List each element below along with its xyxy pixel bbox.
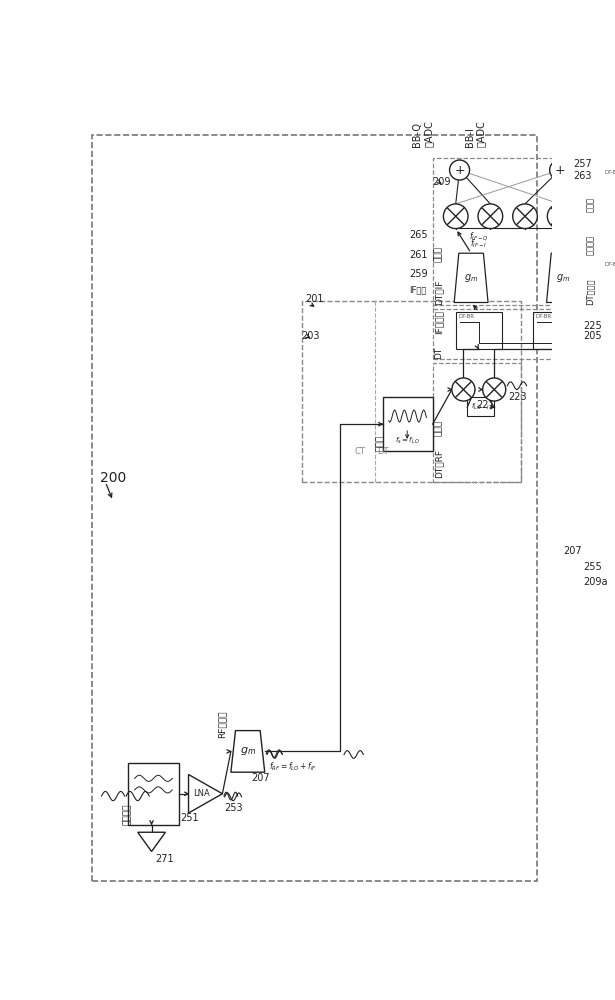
Text: $f_s=f_{LO}$: $f_s=f_{LO}$	[395, 436, 419, 446]
Text: DT-BR: DT-BR	[535, 314, 551, 319]
Text: 257: 257	[574, 159, 592, 169]
Text: 255: 255	[583, 562, 601, 572]
Circle shape	[450, 160, 470, 180]
Text: 209a: 209a	[583, 577, 607, 587]
Polygon shape	[138, 832, 165, 852]
Bar	[456, 312, 502, 349]
Bar	[383, 397, 432, 451]
Text: 预先选择: 预先选择	[122, 803, 132, 825]
Text: 251: 251	[180, 813, 199, 823]
Text: +: +	[454, 164, 465, 177]
Polygon shape	[454, 253, 488, 302]
Circle shape	[452, 378, 475, 401]
Text: DT信道选: DT信道选	[586, 278, 595, 305]
Text: 下采样: 下采样	[586, 197, 595, 212]
Text: 223: 223	[508, 392, 526, 402]
Polygon shape	[231, 731, 264, 772]
Polygon shape	[189, 774, 223, 813]
Text: RF增益器: RF增益器	[217, 711, 226, 738]
Circle shape	[483, 378, 506, 401]
Bar	[602, 116, 615, 158]
Text: 253: 253	[224, 803, 244, 813]
Text: $f_{LO-I}$: $f_{LO-I}$	[471, 402, 490, 412]
Text: DT-BR: DT-BR	[605, 170, 615, 175]
Bar	[583, 158, 615, 309]
Text: 到ADC: 到ADC	[475, 120, 485, 147]
Bar	[602, 209, 615, 251]
Text: 259: 259	[410, 269, 428, 279]
Text: IF增益: IF增益	[410, 285, 427, 294]
Text: $g_m$: $g_m$	[464, 272, 478, 284]
Text: DT-BR: DT-BR	[458, 314, 474, 319]
Text: DT-BR: DT-BR	[605, 262, 615, 267]
Text: $f_{IF-Q}$: $f_{IF-Q}$	[469, 230, 489, 243]
Text: 261: 261	[410, 250, 428, 260]
Text: 采样器: 采样器	[376, 435, 385, 451]
Text: $g_m$: $g_m$	[240, 745, 256, 757]
Text: 混频器: 混频器	[434, 420, 443, 436]
Text: 201: 201	[306, 294, 324, 304]
Text: 到ADC: 到ADC	[424, 120, 434, 147]
Bar	[432, 305, 609, 359]
Text: $g_m$: $g_m$	[557, 272, 571, 284]
Polygon shape	[547, 253, 581, 302]
Text: CT: CT	[354, 447, 365, 456]
Bar	[602, 168, 615, 205]
Text: DT: DT	[434, 346, 443, 359]
Text: 207: 207	[563, 546, 582, 556]
Circle shape	[443, 204, 468, 229]
Text: DT四RF: DT四RF	[434, 449, 443, 478]
Text: 205: 205	[583, 331, 601, 341]
Bar	[602, 260, 615, 297]
Text: BB-I: BB-I	[464, 127, 475, 147]
Circle shape	[513, 204, 538, 229]
Text: 225: 225	[583, 321, 601, 331]
Bar	[533, 312, 579, 349]
Text: 271: 271	[156, 854, 174, 864]
Text: 混频器: 混频器	[434, 246, 443, 262]
Text: $f_{RF}=f_{LO}+f_{IF}$: $f_{RF}=f_{LO}+f_{IF}$	[269, 761, 317, 773]
Circle shape	[550, 160, 569, 180]
Text: +: +	[554, 164, 565, 177]
Text: 择滤波器: 择滤波器	[586, 235, 595, 255]
Text: IF滤波器: IF滤波器	[434, 310, 443, 334]
Text: 203: 203	[302, 331, 320, 341]
Text: 263: 263	[574, 171, 592, 181]
Bar	[302, 301, 521, 482]
Bar	[467, 397, 494, 416]
Circle shape	[547, 204, 572, 229]
Text: DT四IF: DT四IF	[434, 279, 443, 305]
Text: 221: 221	[477, 400, 495, 410]
Text: $f_{IF-I}$: $f_{IF-I}$	[470, 238, 488, 250]
Text: 200: 200	[100, 471, 126, 485]
Text: BB-Q: BB-Q	[412, 122, 423, 147]
Text: 265: 265	[410, 231, 428, 240]
Text: 209: 209	[432, 177, 451, 187]
Circle shape	[478, 204, 502, 229]
Bar	[129, 763, 178, 825]
Text: DT: DT	[377, 447, 388, 456]
Bar	[432, 363, 521, 482]
Text: 207: 207	[252, 773, 270, 783]
Text: LNA: LNA	[193, 789, 210, 798]
Bar	[432, 158, 609, 309]
